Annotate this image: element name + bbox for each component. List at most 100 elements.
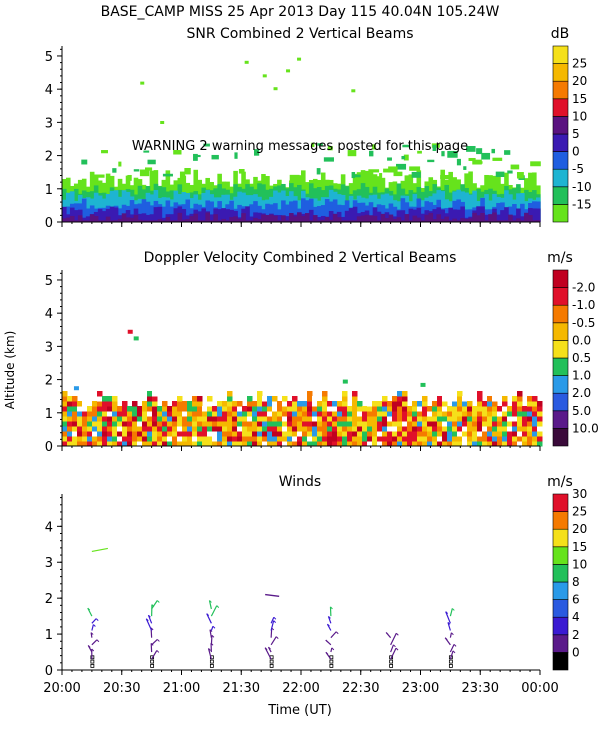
- snr-cell: [145, 167, 153, 171]
- colorbar-swatch: [552, 304, 569, 324]
- doppler-cell: [117, 441, 123, 447]
- snr-cell: [408, 220, 414, 222]
- doppler-cell: [267, 436, 273, 442]
- snr-cell: [491, 148, 496, 154]
- doppler-cell: [472, 441, 478, 447]
- doppler-cell: [312, 436, 318, 442]
- wind-barb: [390, 632, 397, 646]
- doppler-cell: [487, 411, 493, 417]
- doppler-cell: [322, 436, 328, 442]
- snr-cell: [149, 205, 155, 222]
- doppler-cell: [377, 416, 383, 422]
- wind-surface-marker: [90, 659, 95, 664]
- doppler-cell: [107, 411, 113, 417]
- doppler-cell: [252, 436, 258, 442]
- doppler-cell: [102, 406, 108, 412]
- colorbar-swatch: [552, 581, 569, 600]
- snr-cell: [432, 209, 438, 222]
- snr-cell: [209, 214, 214, 222]
- doppler-cell: [202, 431, 208, 437]
- wind-barb-flag: [150, 627, 154, 631]
- snr-cell: [165, 200, 171, 222]
- doppler-cell: [337, 416, 343, 422]
- doppler-cell: [397, 421, 403, 427]
- doppler-cell: [192, 411, 198, 417]
- snr-cell: [273, 203, 278, 222]
- doppler-cell: [372, 431, 378, 437]
- doppler-cell: [297, 406, 303, 412]
- doppler-cell: [182, 406, 188, 412]
- wind-barb-flag: [444, 637, 448, 641]
- doppler-cell: [177, 416, 183, 422]
- snr-cell: [139, 169, 150, 177]
- snr-cell: [530, 161, 541, 167]
- doppler-cell: [122, 426, 128, 432]
- snr-cell: [209, 201, 214, 222]
- doppler-cell: [297, 431, 303, 437]
- snr-cell: [344, 210, 350, 222]
- wind-barb: [151, 600, 158, 610]
- doppler-cell: [132, 421, 138, 427]
- doppler-cell: [227, 421, 233, 427]
- doppler-cell: [132, 411, 138, 417]
- doppler-cell: [207, 431, 213, 437]
- y-tick-label: 4: [45, 520, 53, 535]
- snr-cell: [308, 220, 314, 222]
- snr-cell: [400, 210, 406, 222]
- doppler-cell: [92, 416, 98, 422]
- y-tick-label: 2: [45, 374, 53, 389]
- doppler-cell: [252, 406, 258, 412]
- y-tick-label: 3: [45, 340, 53, 355]
- doppler-cell: [357, 436, 363, 442]
- doppler-cell: [457, 421, 463, 427]
- snr-cell: [492, 157, 503, 161]
- doppler-cell: [77, 431, 83, 437]
- doppler-cell: [472, 426, 478, 432]
- doppler-cell: [432, 431, 438, 437]
- colorbar-label: 25: [572, 505, 587, 519]
- doppler-cell: [192, 421, 198, 427]
- doppler-cell: [382, 401, 388, 407]
- doppler-cell: [217, 441, 223, 447]
- snr-cell: [388, 214, 394, 222]
- doppler-cell: [427, 436, 433, 442]
- colorbar-label: 0: [572, 645, 580, 659]
- doppler-cell: [182, 401, 188, 407]
- snr-cell: [368, 169, 380, 173]
- doppler-cell: [307, 431, 313, 437]
- colorbar-label: 15: [572, 540, 587, 554]
- snr-cell: [253, 212, 258, 222]
- doppler-cell: [282, 431, 288, 437]
- snr-cell: [253, 201, 258, 222]
- x-tick-label: 23:00: [402, 681, 439, 696]
- wind-barb: [447, 622, 451, 631]
- doppler-cell: [317, 441, 323, 447]
- doppler-cell: [297, 421, 303, 427]
- snr-cell: [323, 157, 334, 162]
- doppler-cell: [172, 411, 178, 417]
- snr-cell: [273, 215, 278, 222]
- doppler-cell: [422, 401, 428, 407]
- doppler-cell: [137, 406, 143, 412]
- doppler-cell: [397, 411, 403, 417]
- doppler-cell: [372, 406, 378, 412]
- doppler-cell: [537, 441, 543, 447]
- doppler-cell: [272, 441, 278, 447]
- doppler-cell: [347, 411, 353, 417]
- doppler-cell: [517, 421, 523, 427]
- doppler-cell: [92, 421, 98, 427]
- snr-cell: [536, 208, 541, 222]
- doppler-cell: [72, 406, 78, 412]
- doppler-cell: [482, 416, 488, 422]
- doppler-cell: [277, 426, 283, 432]
- snr-cell: [393, 171, 403, 177]
- doppler-cell: [407, 416, 413, 422]
- snr-cell: [496, 214, 501, 222]
- doppler-cell: [112, 406, 118, 412]
- doppler-cell: [357, 406, 363, 412]
- doppler-cell: [402, 406, 408, 412]
- doppler-cell: [492, 426, 498, 432]
- snr-cell: [403, 154, 409, 161]
- wind-barb: [270, 636, 277, 646]
- doppler-cell: [267, 426, 273, 432]
